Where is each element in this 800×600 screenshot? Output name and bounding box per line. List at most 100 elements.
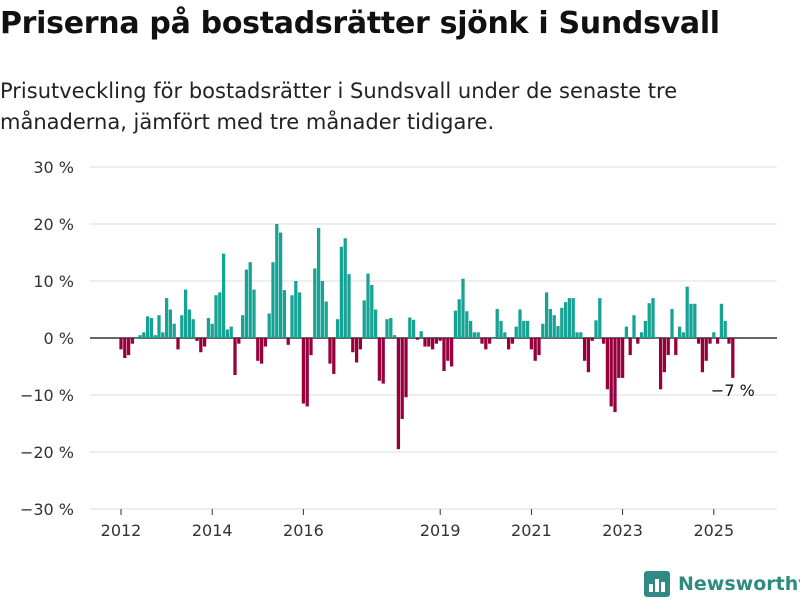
bar-chart: 30 %20 %10 %0 %−10 %−20 %−30 % 2012 2014 2… — [20, 158, 777, 540]
bar — [221, 253, 226, 338]
bar — [598, 298, 602, 338]
bar — [225, 329, 230, 338]
x-tick-label: 2021 — [511, 521, 552, 540]
bar — [271, 262, 275, 338]
bar — [411, 319, 416, 338]
bar — [529, 338, 534, 350]
bar — [662, 338, 667, 373]
x-tick-label: 2025 — [693, 521, 734, 540]
bar — [590, 338, 594, 341]
bar — [677, 326, 682, 338]
bar — [385, 319, 389, 338]
bar — [651, 298, 655, 338]
bar — [145, 316, 150, 338]
bar — [617, 338, 621, 378]
chart-title: Priserna på bostadsrätter sjönk i Sundsv… — [0, 6, 720, 41]
bar — [286, 338, 290, 345]
bar — [723, 320, 727, 338]
bar — [636, 338, 640, 344]
bar — [199, 338, 203, 353]
bar — [339, 246, 344, 338]
bar — [491, 338, 496, 339]
bar — [449, 338, 454, 367]
bar — [514, 326, 518, 338]
bar — [571, 298, 575, 338]
bar — [487, 338, 492, 344]
bar — [320, 281, 325, 338]
bar — [632, 315, 636, 338]
bar — [544, 292, 549, 338]
bar — [294, 281, 298, 338]
bar — [351, 338, 355, 353]
bar — [389, 318, 393, 338]
bar — [316, 227, 321, 338]
bar — [161, 332, 165, 338]
bar — [552, 315, 556, 338]
x-tick-label: 2012 — [101, 521, 142, 540]
bar — [666, 338, 670, 356]
bar — [332, 338, 336, 374]
bar — [214, 295, 218, 338]
bar — [457, 299, 461, 338]
bar — [522, 320, 526, 338]
y-tick-label: −20 % — [20, 443, 74, 462]
brand-logo: Newsworthy — [644, 570, 800, 598]
bar — [267, 313, 271, 338]
bar — [259, 338, 264, 364]
y-tick-label: 30 % — [33, 158, 74, 177]
bar — [639, 332, 644, 338]
bar — [324, 301, 328, 338]
bar — [480, 338, 484, 344]
x-tick-label: 2023 — [602, 521, 643, 540]
y-tick-label: 20 % — [33, 215, 74, 234]
bar — [328, 338, 332, 364]
chart-subtitle: Prisutveckling för bostadsrätter i Sunds… — [0, 79, 678, 134]
x-tick-label: 2019 — [420, 521, 461, 540]
bar — [704, 338, 708, 361]
bar — [563, 302, 568, 338]
bar — [655, 338, 659, 339]
bar — [373, 309, 378, 338]
bar — [658, 338, 663, 390]
bar — [206, 318, 211, 338]
bar — [297, 292, 302, 338]
bar — [119, 338, 123, 350]
bar — [586, 338, 591, 373]
bar — [362, 300, 366, 338]
bar — [510, 338, 515, 344]
bar — [252, 289, 256, 338]
bar — [377, 338, 382, 381]
bar — [442, 338, 446, 372]
bar — [719, 303, 724, 338]
bar — [275, 224, 279, 338]
brand-name: Newsworthy — [678, 573, 800, 595]
bar — [438, 338, 442, 341]
y-tick-label: −30 % — [20, 500, 74, 519]
bar — [218, 292, 222, 338]
x-tick-label: 2014 — [192, 521, 233, 540]
bar — [392, 335, 397, 338]
bar — [400, 338, 404, 419]
bar — [172, 323, 176, 338]
bar — [689, 303, 693, 338]
bar — [575, 332, 579, 338]
bar — [415, 338, 420, 340]
bar — [153, 335, 157, 338]
bar — [620, 338, 625, 378]
bar — [183, 289, 188, 338]
bar — [556, 326, 560, 338]
bar — [696, 338, 701, 344]
bar — [681, 332, 686, 338]
bar — [693, 303, 697, 338]
bar — [256, 338, 260, 361]
y-tick-label: 0 % — [44, 329, 74, 348]
bar — [548, 308, 553, 338]
bar — [335, 319, 340, 338]
x-axis: 2012 2014 2016 2019 2021 2023 2025 — [101, 509, 734, 540]
bar — [168, 309, 173, 338]
bar — [560, 307, 564, 338]
bar — [446, 338, 450, 361]
bar — [423, 338, 427, 347]
bar — [472, 332, 477, 338]
last-value-label: −7 % — [711, 381, 755, 400]
